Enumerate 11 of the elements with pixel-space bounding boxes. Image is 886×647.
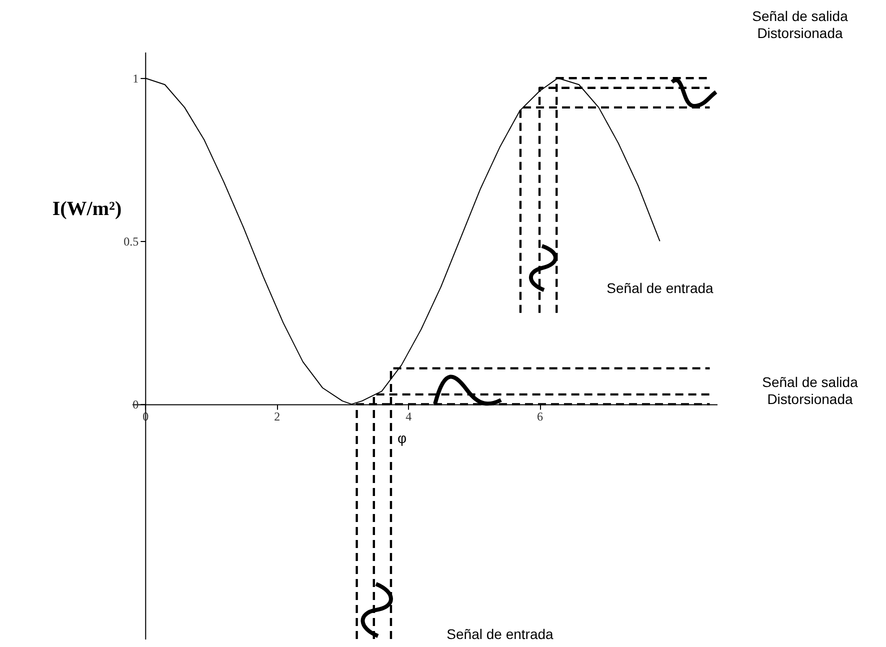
y-axis-title: I(W/m²) [52,198,122,220]
x-tick-label: 6 [537,410,544,424]
x-tick-label: 4 [406,410,412,424]
annotation: Señal de entrada [606,280,714,297]
x-tick-label: 2 [274,410,280,424]
y-tick-label: 1 [132,72,139,86]
text: Señal de salida Distorsionada [751,8,849,42]
annotation: φ [396,430,408,447]
annotation: Señal de entrada [446,626,554,643]
y-tick-label: 0.5 [124,234,139,249]
text: Señal de salida Distorsionada [761,374,859,408]
